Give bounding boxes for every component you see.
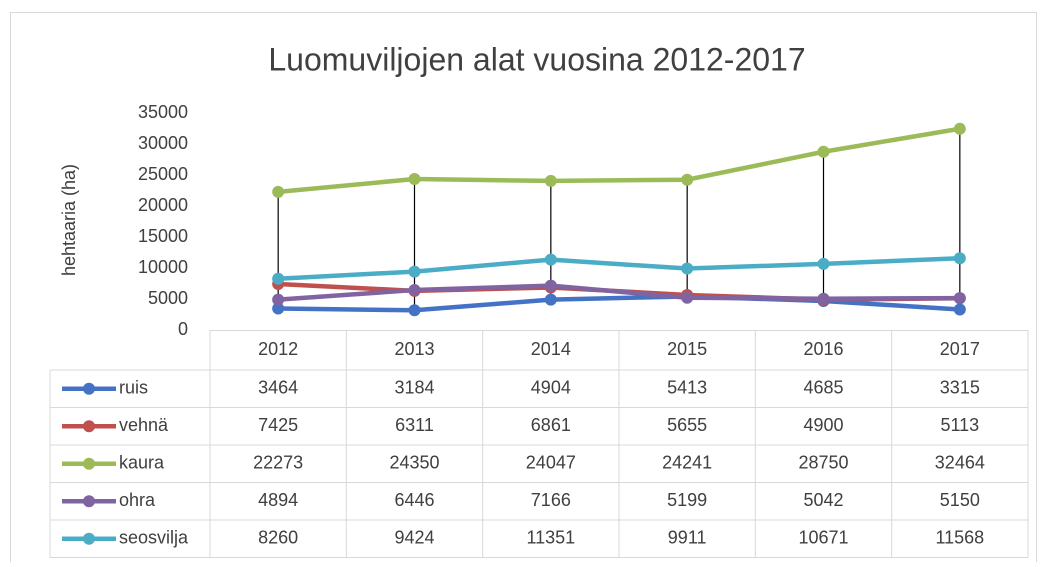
point: [681, 173, 694, 186]
point: [408, 265, 421, 278]
table-value: 3184: [394, 378, 434, 398]
point: [817, 257, 830, 270]
legend-marker: [83, 420, 95, 433]
y-axis-title: hehtaaria (ha): [59, 164, 79, 276]
table-value: 5042: [803, 490, 843, 510]
table-value: 5150: [940, 490, 980, 510]
table-value: 3315: [940, 378, 980, 398]
table-value: 4904: [531, 378, 571, 398]
x-tick-label: 2013: [394, 339, 434, 359]
table-value: 9424: [394, 528, 434, 548]
point: [272, 293, 285, 306]
point: [953, 122, 966, 135]
point: [408, 284, 421, 297]
point: [408, 173, 421, 186]
legend-label: ruis: [119, 378, 148, 398]
table-value: 3464: [258, 378, 298, 398]
point: [272, 302, 285, 315]
table-value: 4685: [803, 378, 843, 398]
point: [681, 291, 694, 304]
point: [817, 292, 830, 305]
table-value: 24241: [662, 453, 712, 473]
table-value: 32464: [935, 453, 985, 473]
point: [272, 272, 285, 285]
series-line: [278, 283, 960, 302]
table-value: 22273: [253, 453, 303, 473]
legend-label: ohra: [119, 490, 156, 510]
point: [953, 303, 966, 316]
y-tick-label: 5000: [148, 288, 188, 308]
legend-label: vehnä: [119, 415, 169, 435]
y-tick-label: 15000: [138, 226, 188, 246]
chart-title: Luomuviljojen alat vuosina 2012-2017: [268, 41, 805, 77]
y-tick-label: 30000: [138, 133, 188, 153]
y-tick-label: 25000: [138, 164, 188, 184]
legend-marker: [83, 457, 95, 470]
table-value: 7166: [531, 490, 571, 510]
legend-marker: [83, 382, 95, 395]
table-value: 5413: [667, 378, 707, 398]
table-value: 10671: [798, 528, 848, 548]
legend-marker: [83, 495, 95, 508]
table-value: 5199: [667, 490, 707, 510]
table-value: 28750: [798, 453, 848, 473]
table-value: 6861: [531, 415, 571, 435]
legend-label: kaura: [119, 453, 165, 473]
point: [681, 262, 694, 275]
table-value: 5655: [667, 415, 707, 435]
y-tick-label: 0: [178, 319, 188, 339]
table-value: 11568: [935, 528, 984, 548]
x-tick-label: 2012: [258, 339, 298, 359]
point: [408, 304, 421, 317]
series-line: [278, 256, 960, 282]
point: [544, 293, 557, 306]
point: [817, 145, 830, 158]
table-value: 7425: [258, 415, 298, 435]
table-value: 5113: [940, 415, 979, 435]
series-line: [278, 294, 960, 313]
point: [953, 292, 966, 305]
y-tick-label: 20000: [138, 195, 188, 215]
legend-label: seosvilja: [119, 528, 189, 548]
point: [544, 174, 557, 187]
table-value: 8260: [258, 528, 298, 548]
x-tick-label: 2016: [803, 339, 843, 359]
point: [953, 252, 966, 265]
table-value: 9911: [668, 528, 707, 548]
table-value: 6446: [394, 490, 434, 510]
table-value: 24047: [526, 453, 576, 473]
y-tick-label: 10000: [138, 257, 188, 277]
table-value: 6311: [395, 415, 434, 435]
y-tick-label: 35000: [138, 102, 188, 122]
x-tick-label: 2015: [667, 339, 707, 359]
table-value: 4894: [258, 490, 298, 510]
series-line: [277, 126, 961, 195]
x-tick-label: 2014: [531, 339, 571, 359]
x-tick-label: 2017: [940, 339, 980, 359]
legend-marker: [83, 532, 95, 545]
point: [544, 253, 557, 266]
table-value: 11351: [526, 528, 575, 548]
point: [272, 185, 285, 198]
point: [544, 279, 557, 292]
table-value: 24350: [389, 453, 439, 473]
table-value: 4900: [803, 415, 843, 435]
